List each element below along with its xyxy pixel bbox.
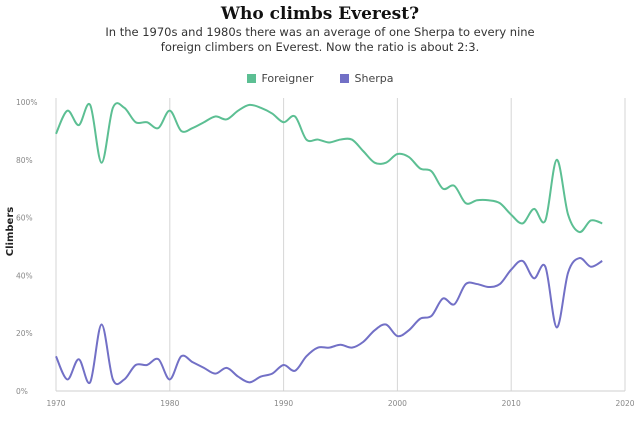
chart-title: Who climbs Everest? <box>220 4 420 24</box>
x-tick-label-2000: 2000 <box>388 399 407 408</box>
legend: Foreigner Sherpa <box>0 72 640 85</box>
legend-label-foreigner: Foreigner <box>261 72 314 85</box>
y-tick-label-80%: 80% <box>16 156 33 165</box>
y-tick-label-60%: 60% <box>16 214 33 223</box>
y-tick-label-20%: 20% <box>16 329 33 338</box>
legend-item-foreigner[interactable]: Foreigner <box>246 72 314 85</box>
x-tick-label-2010: 2010 <box>502 399 521 408</box>
chart-subtitle: In the 1970s and 1980s there was an aver… <box>105 25 535 54</box>
legend-swatch-sherpa <box>339 74 349 83</box>
x-tick-label-1990: 1990 <box>274 399 293 408</box>
series-line-sherpa <box>55 257 603 386</box>
y-tick-label-40%: 40% <box>16 271 33 280</box>
legend-swatch-foreigner <box>246 74 256 83</box>
y-tick-label-100%: 100% <box>16 98 37 107</box>
x-tick-label-1970: 1970 <box>46 399 65 408</box>
legend-label-sherpa: Sherpa <box>354 72 394 85</box>
series-line-foreigner <box>55 102 603 234</box>
x-tick-label-2020: 2020 <box>615 399 634 408</box>
legend-item-sherpa[interactable]: Sherpa <box>339 72 394 85</box>
x-tick-label-1980: 1980 <box>160 399 179 408</box>
y-tick-label-0%: 0% <box>16 387 28 396</box>
